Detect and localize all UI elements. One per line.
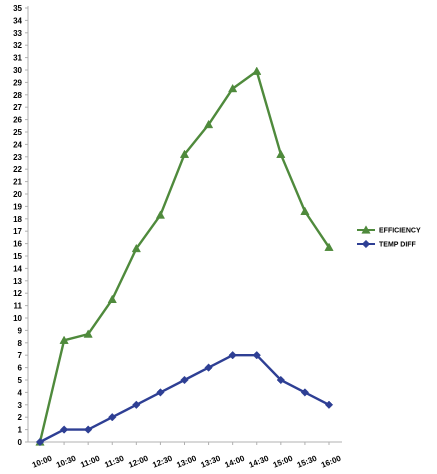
legend: EFFICIENCY TEMP DIFF [357, 225, 421, 249]
y-tick-label: 21 [13, 178, 22, 187]
y-tick-label: 30 [13, 66, 22, 75]
y-tick-label: 15 [13, 252, 22, 261]
y-tick-label: 12 [13, 289, 22, 298]
data-point [276, 149, 286, 158]
data-point [300, 206, 310, 215]
data-point [108, 413, 117, 422]
x-tick-label: 14:00 [224, 453, 247, 469]
series-efficiency [35, 66, 334, 446]
x-tick-label: 11:30 [103, 454, 125, 470]
series-line [38, 70, 330, 443]
y-tick-label: 8 [18, 339, 23, 348]
x-tick-label: 13:30 [199, 453, 222, 469]
y-tick-label: 16 [13, 240, 22, 249]
y-tick-label: 26 [13, 116, 22, 125]
x-tick-label: 15:30 [296, 453, 319, 469]
data-point [84, 425, 93, 434]
data-point [180, 375, 189, 385]
data-point [252, 351, 261, 360]
y-tick-label: 29 [13, 78, 22, 87]
series-line [39, 354, 330, 444]
y-tick-label: 27 [13, 103, 22, 112]
data-point [83, 329, 93, 338]
y-tick-label: 32 [13, 41, 22, 50]
data-point [179, 149, 190, 158]
y-tick-label: 7 [18, 351, 23, 360]
y-tick-label: 20 [13, 190, 22, 199]
data-point [131, 243, 141, 253]
legend-swatch-marker [361, 225, 371, 234]
y-tick-label: 31 [13, 54, 22, 63]
x-tick-label: 10:30 [55, 453, 78, 469]
data-point [107, 294, 117, 304]
x-tick-label: 16:00 [320, 453, 343, 469]
data-point [204, 363, 213, 372]
data-point [59, 335, 69, 344]
x-tick-label: 13:00 [175, 453, 198, 469]
y-tick-label: 14 [13, 264, 22, 273]
y-tick-label: 1 [18, 426, 23, 435]
data-point [228, 83, 238, 93]
data-point [324, 242, 334, 251]
y-tick-label: 28 [13, 91, 22, 100]
x-tick-label: 12:30 [151, 453, 174, 469]
data-point [228, 351, 237, 360]
y-tick-label: 2 [18, 413, 23, 422]
data-point [35, 437, 45, 447]
data-point [252, 66, 262, 75]
y-tick-label: 24 [13, 140, 22, 149]
data-point [132, 400, 141, 409]
y-axis-ticks: 0123456789101112131415161718192021222324… [13, 4, 28, 447]
y-tick-label: 10 [13, 314, 22, 323]
legend-item: EFFICIENCY [357, 225, 421, 235]
x-tick-label: 12:00 [127, 453, 150, 469]
data-point [59, 425, 69, 434]
y-tick-label: 23 [13, 153, 22, 162]
y-tick-label: 17 [13, 227, 22, 236]
y-tick-label: 33 [13, 29, 22, 38]
y-tick-label: 4 [18, 388, 23, 397]
data-point [276, 375, 285, 385]
y-tick-label: 22 [13, 165, 22, 174]
x-tick-label: 15:00 [272, 453, 295, 469]
y-tick-label: 5 [18, 376, 23, 385]
legend-label: TEMP DIFF [379, 242, 417, 249]
series-layer [35, 66, 334, 447]
y-tick-label: 18 [13, 215, 22, 224]
y-tick-label: 3 [18, 401, 23, 410]
y-tick-label: 0 [18, 438, 23, 447]
x-axis-ticks: 10:00 10:30 11:00 11:30 12:00 12:30 13:00 13:30… [31, 442, 343, 470]
series-temp-diff [35, 351, 334, 447]
x-tick-label: 11:00 [79, 454, 101, 470]
y-tick-label: 35 [13, 4, 22, 13]
data-point [300, 388, 310, 397]
y-tick-label: 34 [13, 16, 22, 25]
data-point [156, 388, 165, 397]
y-tick-label: 25 [13, 128, 22, 137]
y-tick-label: 13 [13, 277, 22, 286]
data-point [155, 210, 166, 219]
legend-item: TEMP DIFF [357, 239, 417, 249]
data-point [324, 400, 334, 409]
legend-label: EFFICIENCY [379, 228, 421, 235]
y-tick-label: 11 [14, 302, 23, 311]
legend-swatch-marker [361, 239, 371, 249]
data-point [203, 119, 214, 129]
y-tick-label: 19 [13, 202, 22, 211]
x-tick-label: 14:30 [248, 453, 271, 469]
y-tick-label: 9 [18, 326, 23, 335]
y-tick-label: 6 [18, 364, 23, 373]
x-tick-label: 10:00 [31, 453, 54, 469]
